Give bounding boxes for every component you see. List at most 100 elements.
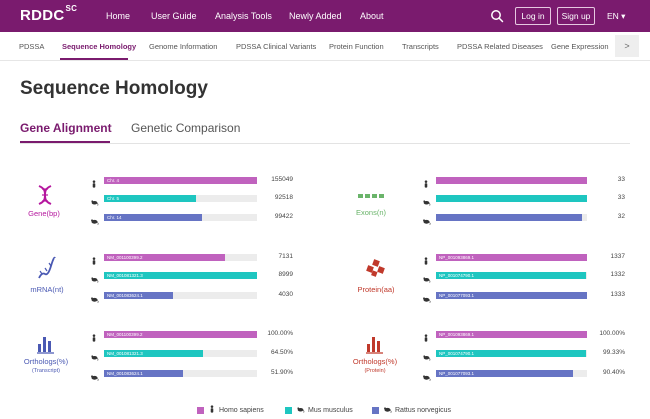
dna-icon bbox=[38, 185, 52, 205]
human-icon bbox=[422, 329, 432, 342]
bar-value: 7131 bbox=[278, 253, 293, 260]
bar-value: 33 bbox=[617, 194, 625, 201]
bar-accession-label: NP_001077093.1 bbox=[439, 371, 475, 376]
bar-value: 1333 bbox=[610, 291, 625, 298]
bar-fill-mouse[interactable] bbox=[436, 195, 587, 202]
bar-track: NM_001081321.3 bbox=[104, 272, 257, 279]
bar-fill-human[interactable]: Chr. 4 bbox=[104, 177, 257, 184]
nav-home[interactable]: Home bbox=[106, 11, 131, 21]
bar-accession-label: NM_001100399.2 bbox=[107, 255, 143, 260]
bar-value: 1337 bbox=[610, 253, 625, 260]
subnav-clinical-variants[interactable]: PDSSA Clinical Variants bbox=[236, 42, 317, 51]
bar-track: NP_001093869.1 bbox=[436, 331, 587, 338]
nav-about[interactable]: About bbox=[360, 11, 384, 21]
bar-value: 8999 bbox=[278, 271, 293, 278]
legend-swatch-rat bbox=[372, 406, 379, 414]
bar-track: NP_001074790.1 bbox=[436, 350, 587, 357]
subnav-related-diseases[interactable]: PDSSA Related Diseases bbox=[457, 42, 543, 51]
bar-accession-label: Chr. 14 bbox=[107, 215, 122, 220]
bar-value: 33 bbox=[617, 176, 625, 183]
bar-fill-mouse[interactable]: NM_001081321.3 bbox=[104, 350, 203, 357]
rat-icon bbox=[90, 212, 100, 225]
bar-fill-rat[interactable]: NM_001083624.1 bbox=[104, 370, 184, 377]
bar-fill-mouse[interactable]: NP_001074790.1 bbox=[436, 350, 586, 357]
bar-fill-rat[interactable]: Chr. 14 bbox=[104, 214, 202, 221]
bar-fill-rat[interactable] bbox=[436, 214, 583, 221]
bar-fill-mouse[interactable]: Chr. 5 bbox=[104, 195, 196, 202]
nav-user-guide[interactable]: User Guide bbox=[151, 11, 197, 21]
panel-label-orthologs-transcript: Orthologs(%) bbox=[23, 357, 69, 366]
bar-accession-label: NM_001100399.2 bbox=[107, 332, 143, 337]
tab-genetic-comparison[interactable]: Genetic Comparison bbox=[131, 121, 241, 135]
legend-item-homo-sapiens: Homo sapiens bbox=[197, 405, 264, 415]
bar-track: NM_001100399.2 bbox=[104, 254, 257, 261]
rat-icon bbox=[90, 368, 100, 381]
subnav-genome-information[interactable]: Genome Information bbox=[149, 42, 218, 51]
mouse-icon bbox=[422, 193, 432, 206]
legend-swatch-mouse bbox=[285, 406, 292, 414]
bar-accession-label: NP_001074790.1 bbox=[439, 351, 475, 356]
bar-accession-label: NP_001077093.1 bbox=[439, 293, 475, 298]
human-icon bbox=[422, 252, 432, 265]
subnav-transcripts[interactable]: Transcripts bbox=[402, 42, 439, 51]
bar-fill-human[interactable]: NM_001100399.2 bbox=[104, 254, 225, 261]
bar-track: NP_001077093.1 bbox=[436, 370, 587, 377]
bar-value: 99422 bbox=[274, 213, 293, 220]
nav-newly-added[interactable]: Newly Added bbox=[289, 11, 342, 21]
bar-track: NM_001100399.2 bbox=[104, 331, 257, 338]
bar-fill-human[interactable]: NP_001093869.1 bbox=[436, 331, 587, 338]
bar-value: 100.00% bbox=[267, 330, 293, 337]
login-button[interactable]: Log in bbox=[515, 7, 551, 25]
subnav-scroll-right-button[interactable]: > bbox=[615, 35, 639, 57]
bar-track bbox=[436, 195, 587, 202]
bar-fill-rat[interactable]: NP_001077093.1 bbox=[436, 370, 573, 377]
bar-track: Chr. 4 bbox=[104, 177, 257, 184]
tab-active-indicator bbox=[20, 141, 110, 143]
bar-fill-rat[interactable]: NM_001083624.1 bbox=[104, 292, 173, 299]
bar-fill-rat[interactable]: NP_001077093.1 bbox=[436, 292, 587, 299]
language-selector[interactable]: EN ▾ bbox=[607, 11, 626, 21]
bar-accession-label: NM_001081321.3 bbox=[107, 351, 143, 356]
bar-fill-mouse[interactable]: NM_001081321.3 bbox=[104, 272, 257, 279]
panel-label-exons: Exons(n) bbox=[355, 208, 386, 217]
legend-label-mouse: Mus musculus bbox=[308, 406, 353, 414]
protein-icon bbox=[366, 259, 385, 277]
legend-item-rattus-norvegicus: Rattus norvegicus bbox=[372, 405, 451, 415]
bar-value: 90.40% bbox=[602, 369, 625, 376]
exons-icon bbox=[358, 194, 384, 198]
subnav-gene-expression[interactable]: Gene Expression bbox=[551, 42, 609, 51]
mouse-icon bbox=[90, 193, 100, 206]
bar-value: 1332 bbox=[610, 271, 625, 278]
subnav-protein-function[interactable]: Protein Function bbox=[329, 42, 384, 51]
panel-label-protein: Protein(aa) bbox=[357, 285, 395, 294]
subnav-pdssa[interactable]: PDSSA bbox=[19, 42, 45, 51]
bar-track: Chr. 14 bbox=[104, 214, 257, 221]
bar-fill-mouse[interactable]: NP_001074790.1 bbox=[436, 272, 587, 279]
search-icon[interactable] bbox=[490, 9, 504, 23]
mouse-icon bbox=[422, 348, 432, 361]
signup-button[interactable]: Sign up bbox=[557, 7, 595, 25]
bar-fill-human[interactable]: NP_001093869.1 bbox=[436, 254, 587, 261]
bar-track: NP_001077093.1 bbox=[436, 292, 587, 299]
orthologs-protein-icon bbox=[366, 337, 383, 354]
subnav-sequence-homology[interactable]: Sequence Homology bbox=[62, 42, 137, 51]
bar-value: 155049 bbox=[271, 176, 293, 183]
rat-icon bbox=[90, 290, 100, 303]
bar-track: NM_001083624.1 bbox=[104, 292, 257, 299]
bar-fill-human[interactable]: NM_001100399.2 bbox=[104, 331, 257, 338]
subnav-active-indicator bbox=[60, 58, 128, 60]
bar-value: 99.33% bbox=[602, 349, 625, 356]
bar-track: NM_001081321.3 bbox=[104, 350, 257, 357]
bar-accession-label: NP_001093869.1 bbox=[439, 332, 475, 337]
nav-analysis-tools[interactable]: Analysis Tools bbox=[215, 11, 272, 21]
panel-label-gene: Gene(bp) bbox=[28, 209, 60, 218]
site-logo[interactable]: RDDCSC bbox=[20, 4, 78, 24]
bar-fill-human[interactable] bbox=[436, 177, 587, 184]
bar-accession-label: NM_001083624.1 bbox=[107, 371, 143, 376]
rat-icon bbox=[422, 290, 432, 303]
bar-accession-label: NM_001081321.3 bbox=[107, 273, 143, 278]
bar-track: NP_001093869.1 bbox=[436, 254, 587, 261]
tab-gene-alignment[interactable]: Gene Alignment bbox=[20, 121, 112, 135]
panel-sublabel-protein: (Protein) bbox=[364, 368, 386, 374]
human-icon bbox=[90, 329, 100, 342]
